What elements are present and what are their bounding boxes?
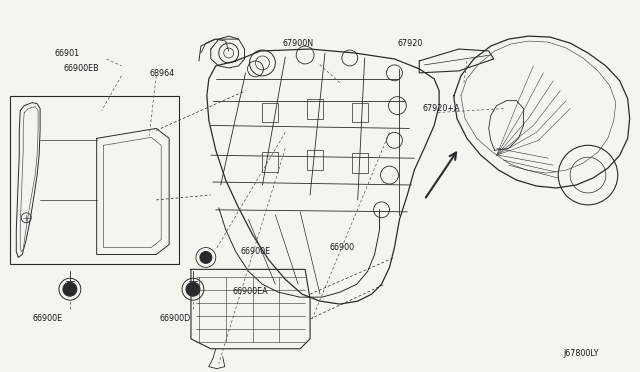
Text: 68964: 68964: [149, 69, 175, 78]
Text: 66900EA: 66900EA: [233, 287, 268, 296]
Text: 66900: 66900: [330, 243, 355, 252]
Bar: [307, 150, 323, 170]
Text: 66900D: 66900D: [159, 314, 191, 324]
Bar: [307, 99, 323, 119]
Text: 67920+A: 67920+A: [422, 104, 460, 113]
Text: 67900N: 67900N: [282, 39, 314, 48]
Text: 66900E: 66900E: [32, 314, 62, 324]
Bar: [262, 103, 278, 122]
Circle shape: [186, 282, 200, 296]
Circle shape: [63, 282, 77, 296]
Circle shape: [200, 251, 212, 263]
Bar: [10, 96, 179, 264]
Text: 66900EB: 66900EB: [64, 64, 100, 73]
Bar: [352, 103, 367, 122]
Text: 66901: 66901: [55, 49, 80, 58]
Text: 67920: 67920: [397, 39, 423, 48]
Bar: [262, 152, 278, 172]
Text: J67800LY: J67800LY: [563, 349, 598, 358]
Text: 66900E: 66900E: [241, 247, 271, 256]
Bar: [352, 153, 367, 173]
